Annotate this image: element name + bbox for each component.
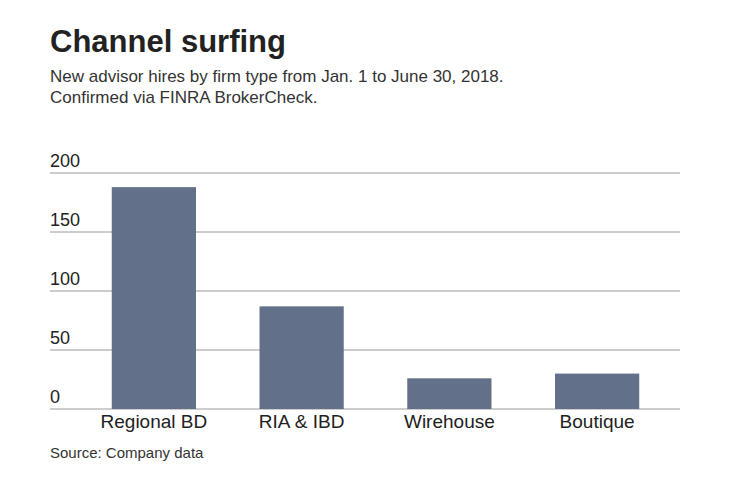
bars xyxy=(112,187,639,409)
chart-container: Channel surfing New advisor hires by firm… xyxy=(0,0,740,482)
chart-svg: Channel surfing New advisor hires by firm… xyxy=(0,0,740,482)
subtitle-line: Confirmed via FINRA BrokerCheck. xyxy=(50,88,317,107)
x-axis: Regional BD RIA & IBD Wirehouse Boutique xyxy=(101,411,635,432)
source: Source: Company data xyxy=(50,444,204,461)
bar xyxy=(112,187,196,409)
y-tick-label: 0 xyxy=(50,387,60,407)
grid-line xyxy=(50,173,680,174)
bar xyxy=(260,306,344,409)
subtitle: New advisor hires by firm type from Jan.… xyxy=(50,67,508,107)
x-tick-label: RIA & IBD xyxy=(259,411,345,432)
x-tick-label: Regional BD xyxy=(101,411,208,432)
x-tick-label: Wirehouse xyxy=(404,411,495,432)
subtitle-line: New advisor hires by firm type from Jan.… xyxy=(50,67,508,86)
title: Channel surfing xyxy=(50,24,286,59)
bar xyxy=(407,378,491,409)
y-tick-label: 200 xyxy=(50,151,80,171)
y-axis: 0 50 100 150 200 xyxy=(50,151,680,409)
y-tick-label: 50 xyxy=(50,328,70,348)
x-tick-label: Boutique xyxy=(560,411,635,432)
y-tick-label: 150 xyxy=(50,210,80,230)
bar xyxy=(555,374,639,409)
y-tick-label: 100 xyxy=(50,269,80,289)
